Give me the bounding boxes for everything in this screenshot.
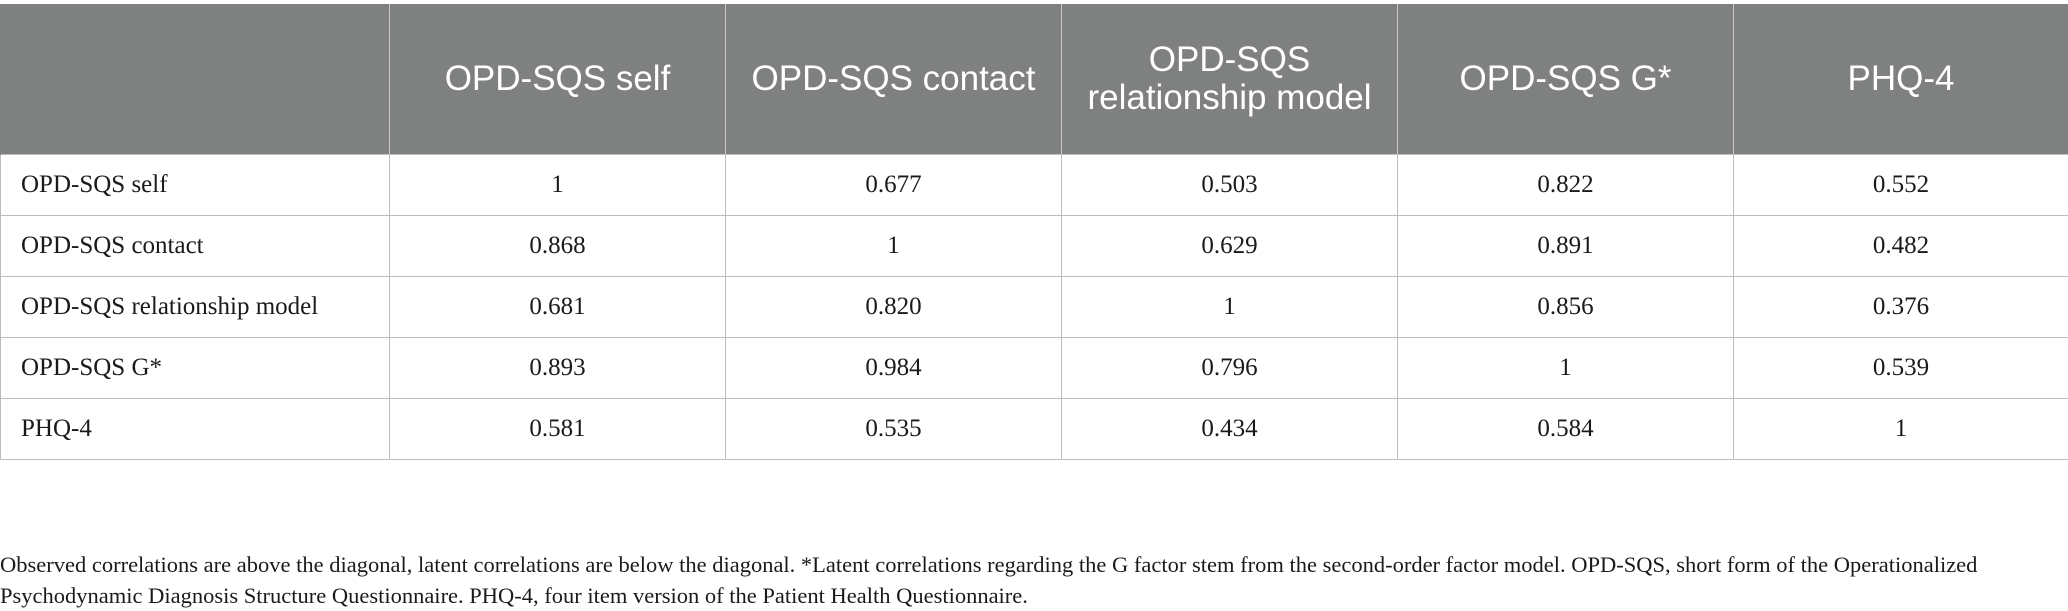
table-cell: 0.893 [390, 338, 726, 399]
table-cell: 0.856 [1398, 277, 1734, 338]
table-cell: 0.535 [726, 399, 1062, 460]
table-cell: 0.629 [1062, 216, 1398, 277]
table-cell: 0.891 [1398, 216, 1734, 277]
table-cell: 0.984 [726, 338, 1062, 399]
row-label: OPD-SQS contact [1, 216, 390, 277]
row-label: OPD-SQS G* [1, 338, 390, 399]
table-cell: 0.868 [390, 216, 726, 277]
table-cell: 0.677 [726, 155, 1062, 216]
table-cell: 0.681 [390, 277, 726, 338]
header-cell-opd-sqs-contact: OPD-SQS contact [726, 4, 1062, 155]
table-cell: 0.822 [1398, 155, 1734, 216]
row-label: OPD-SQS self [1, 155, 390, 216]
table-footnote: Observed correlations are above the diag… [0, 549, 2060, 611]
table-cell: 0.820 [726, 277, 1062, 338]
table-cell: 0.503 [1062, 155, 1398, 216]
table-cell: 1 [1062, 277, 1398, 338]
table-header: OPD-SQS self OPD-SQS contact OPD-SQS rel… [1, 4, 2068, 155]
table-cell: 0.376 [1734, 277, 2068, 338]
row-label: OPD-SQS relationship model [1, 277, 390, 338]
table-row: PHQ-4 0.581 0.535 0.434 0.584 1 [1, 399, 2068, 460]
table-row: OPD-SQS self 1 0.677 0.503 0.822 0.552 [1, 155, 2068, 216]
correlation-table-container: OPD-SQS self OPD-SQS contact OPD-SQS rel… [0, 4, 2068, 460]
row-label: PHQ-4 [1, 399, 390, 460]
table-cell: 1 [1398, 338, 1734, 399]
table-cell: 0.584 [1398, 399, 1734, 460]
table-row: OPD-SQS relationship model 0.681 0.820 1… [1, 277, 2068, 338]
header-cell-opd-sqs-g: OPD-SQS G* [1398, 4, 1734, 155]
table-cell: 1 [390, 155, 726, 216]
header-cell-corner [1, 4, 390, 155]
header-cell-opd-sqs-self: OPD-SQS self [390, 4, 726, 155]
table-row: OPD-SQS contact 0.868 1 0.629 0.891 0.48… [1, 216, 2068, 277]
table-cell: 1 [726, 216, 1062, 277]
table-row: OPD-SQS G* 0.893 0.984 0.796 1 0.539 [1, 338, 2068, 399]
table-cell: 1 [1734, 399, 2068, 460]
correlation-table: OPD-SQS self OPD-SQS contact OPD-SQS rel… [0, 4, 2068, 460]
header-cell-phq-4: PHQ-4 [1734, 4, 2068, 155]
table-cell: 0.581 [390, 399, 726, 460]
header-row: OPD-SQS self OPD-SQS contact OPD-SQS rel… [1, 4, 2068, 155]
table-cell: 0.539 [1734, 338, 2068, 399]
table-body: OPD-SQS self 1 0.677 0.503 0.822 0.552 O… [1, 155, 2068, 460]
table-cell: 0.552 [1734, 155, 2068, 216]
table-cell: 0.796 [1062, 338, 1398, 399]
table-cell: 0.434 [1062, 399, 1398, 460]
header-cell-opd-sqs-relationship-model: OPD-SQS relationship model [1062, 4, 1398, 155]
table-cell: 0.482 [1734, 216, 2068, 277]
